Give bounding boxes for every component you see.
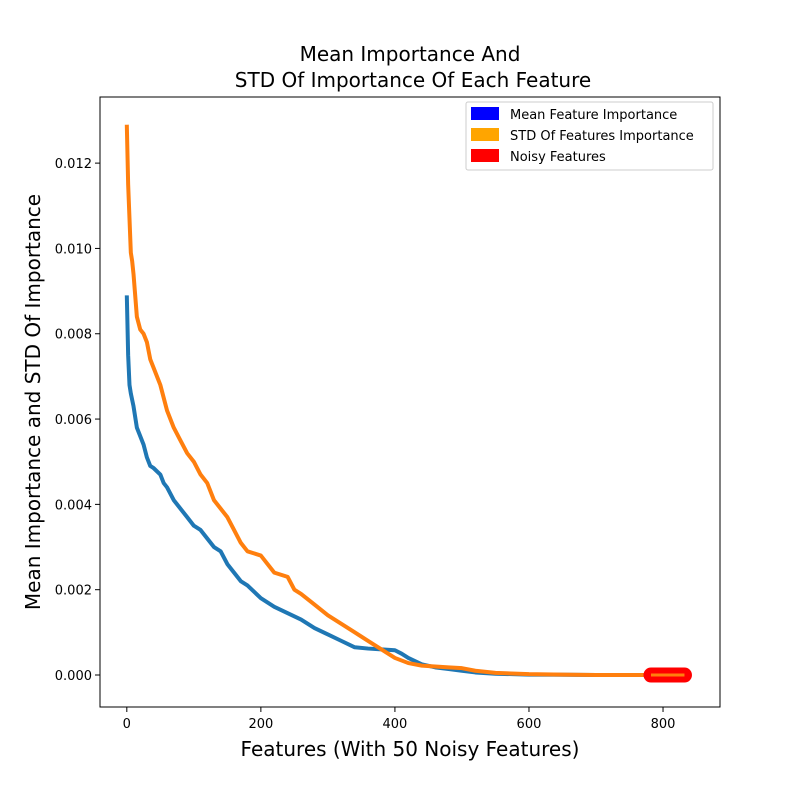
legend: Mean Feature Importance STD Of Features I… (465, 101, 714, 171)
y-tick-label: 0.008 (55, 328, 92, 343)
y-tick-label: 0.000 (55, 669, 92, 684)
x-tick-label: 200 (248, 717, 273, 732)
legend-frame (465, 101, 714, 171)
y-tick-label: 0.006 (55, 413, 92, 428)
legend-label: Noisy Features (510, 150, 606, 165)
y-axis-ticks: 0.000 0.002 0.004 0.006 0.008 0.010 0.012 (55, 157, 100, 684)
y-tick-label: 0.012 (55, 157, 92, 172)
x-tick-label: 800 (651, 717, 676, 732)
y-tick-label: 0.002 (55, 584, 92, 599)
chart-title-line1: Mean Importance And (300, 42, 521, 66)
legend-swatch (471, 149, 499, 162)
y-axis-label: Mean Importance and STD Of Importance (21, 194, 45, 610)
series-layer (124, 124, 692, 683)
plot-frame (99, 96, 721, 708)
legend-swatch (471, 107, 499, 120)
x-axis-ticks: 0 200 400 600 800 (123, 707, 676, 732)
y-tick-label: 0.004 (55, 498, 92, 513)
x-axis-label: Features (With 50 Noisy Features) (241, 737, 580, 761)
y-tick-label: 0.010 (55, 242, 92, 257)
x-tick-label: 600 (517, 717, 542, 732)
legend-label: Mean Feature Importance (510, 108, 677, 123)
legend-swatch (471, 128, 499, 141)
chart-title-line2: STD Of Importance Of Each Feature (235, 68, 591, 92)
legend-label: STD Of Features Importance (510, 129, 694, 144)
x-tick-label: 0 (123, 717, 131, 732)
x-tick-label: 400 (383, 717, 408, 732)
series-line-2 (124, 124, 685, 678)
